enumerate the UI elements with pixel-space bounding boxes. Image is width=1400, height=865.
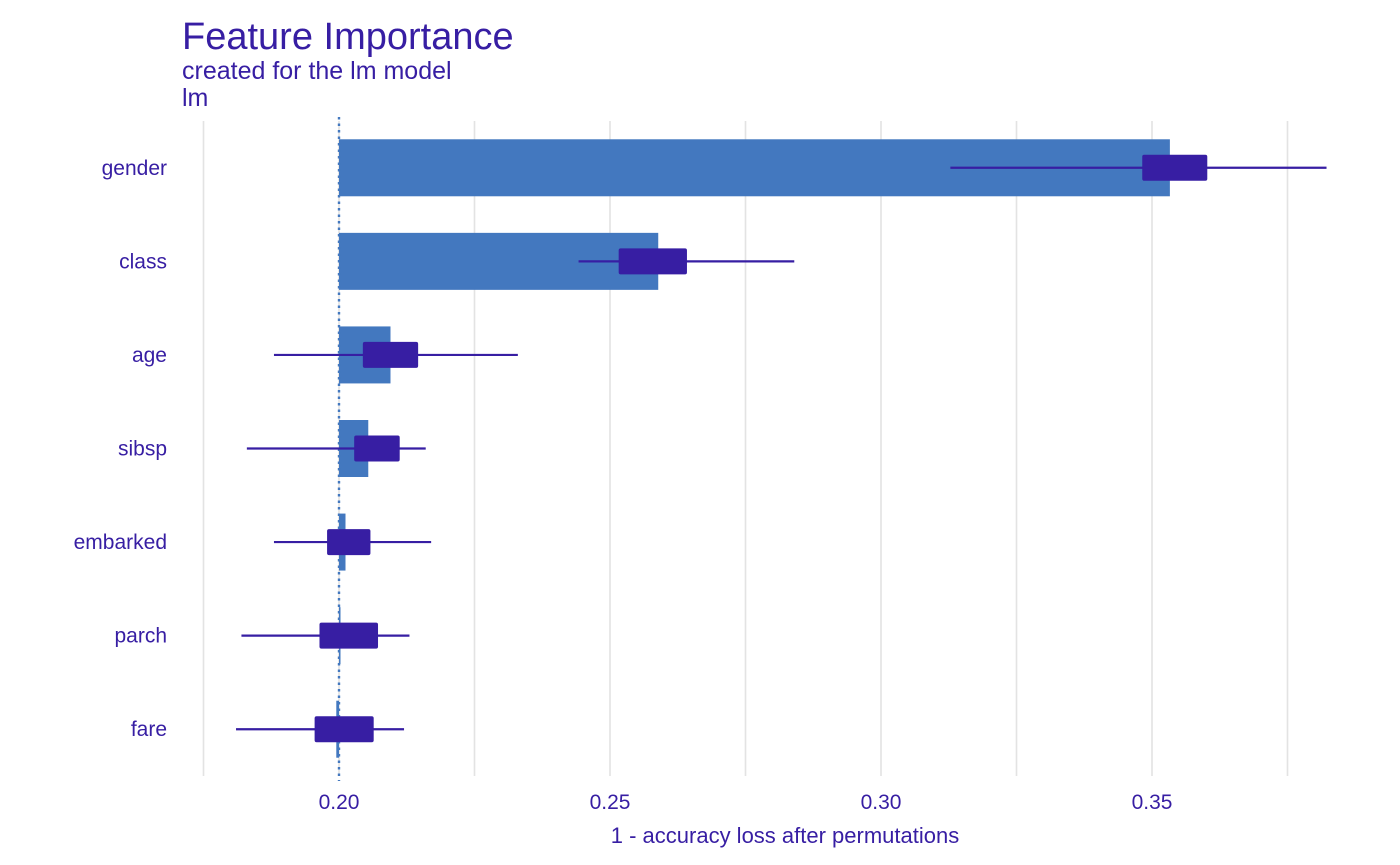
category-label-class: class (119, 250, 167, 273)
x-tick-label: 0.30 (861, 791, 902, 814)
category-label-embarked: embarked (74, 531, 167, 554)
box-class (618, 248, 687, 275)
category-label-gender: gender (102, 157, 167, 180)
box-embarked (327, 529, 371, 556)
box-age (362, 341, 419, 368)
box-parch (319, 622, 379, 649)
panel-label: lm (182, 84, 208, 112)
category-labels: gender class age sibsp embarked parch fare (74, 157, 167, 741)
chart-title: Feature Importance (182, 16, 514, 58)
x-tick-label: 0.25 (590, 791, 631, 814)
box-fare (314, 716, 374, 743)
box-sibsp (354, 435, 400, 462)
category-label-parch: parch (114, 625, 167, 648)
x-tick-label: 0.20 (319, 791, 360, 814)
bars (336, 139, 1170, 758)
grid-lines (202, 121, 1289, 776)
boxplots (236, 154, 1327, 743)
x-tick-labels: 0.20 0.25 0.30 0.35 (319, 791, 1173, 814)
category-label-sibsp: sibsp (118, 438, 167, 461)
category-label-age: age (132, 344, 167, 367)
x-axis-label: 1 - accuracy loss after permutations (611, 823, 959, 848)
category-label-fare: fare (131, 718, 167, 741)
box-gender (1142, 154, 1208, 181)
x-tick-label: 0.35 (1132, 791, 1173, 814)
chart-subtitle: created for the lm model (182, 57, 452, 85)
